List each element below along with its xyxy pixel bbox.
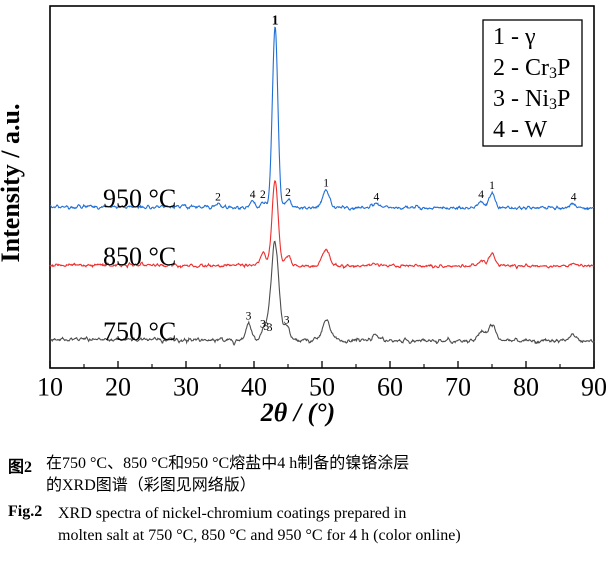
svg-text:Intensity / a.u.: Intensity / a.u.	[0, 104, 25, 263]
svg-text:1: 1	[489, 180, 495, 192]
svg-text:4: 4	[374, 192, 380, 204]
svg-text:750 °C: 750 °C	[103, 317, 176, 346]
svg-text:3: 3	[246, 310, 252, 322]
svg-text:2: 2	[285, 187, 291, 199]
svg-text:3: 3	[284, 315, 290, 327]
svg-text:2 - Cr3P: 2 - Cr3P	[493, 55, 570, 82]
svg-text:1: 1	[272, 12, 279, 27]
svg-text:40: 40	[241, 372, 267, 401]
svg-text:90: 90	[581, 372, 607, 401]
svg-text:1 - γ: 1 - γ	[493, 24, 536, 50]
svg-text:2θ / (°): 2θ / (°)	[260, 398, 335, 427]
svg-text:3: 3	[267, 322, 273, 334]
svg-text:3 - Ni3P: 3 - Ni3P	[493, 86, 570, 113]
svg-text:30: 30	[173, 372, 199, 401]
svg-text:10: 10	[37, 372, 63, 401]
svg-text:4: 4	[250, 189, 256, 201]
svg-text:2: 2	[260, 189, 266, 201]
svg-text:1: 1	[323, 177, 329, 189]
svg-text:2: 2	[215, 192, 221, 204]
svg-text:4: 4	[571, 192, 577, 204]
svg-text:70: 70	[445, 372, 471, 401]
svg-text:4 - W: 4 - W	[493, 117, 548, 143]
svg-text:950 °C: 950 °C	[103, 184, 176, 213]
svg-text:60: 60	[377, 372, 403, 401]
svg-text:80: 80	[513, 372, 539, 401]
svg-text:20: 20	[105, 372, 131, 401]
svg-text:4: 4	[478, 189, 484, 201]
svg-text:850 °C: 850 °C	[103, 242, 176, 271]
svg-text:50: 50	[309, 372, 335, 401]
